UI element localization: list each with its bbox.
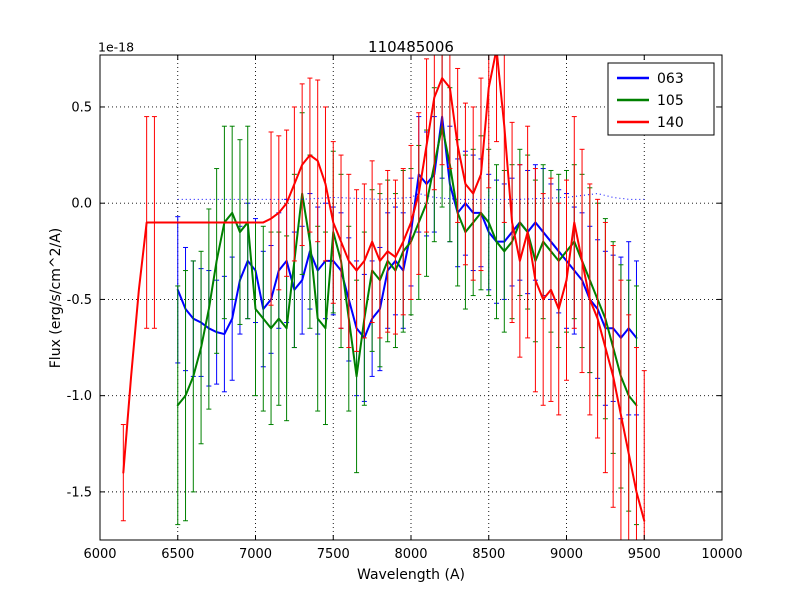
svg-text:6500: 6500 bbox=[161, 547, 194, 562]
tick-marks bbox=[99, 55, 723, 540]
legend-label-105: 105 bbox=[657, 93, 684, 109]
svg-text:8000: 8000 bbox=[394, 547, 427, 562]
series-line-140 bbox=[122, 55, 646, 522]
svg-text:-1.0: -1.0 bbox=[67, 389, 92, 404]
y-axis-label: Flux (erg/s/cm^2/A) bbox=[48, 227, 64, 369]
svg-text:8500: 8500 bbox=[472, 547, 505, 562]
svg-text:9000: 9000 bbox=[550, 547, 583, 562]
svg-text:10000: 10000 bbox=[701, 547, 742, 562]
legend-label-063: 063 bbox=[657, 71, 684, 87]
svg-text:7500: 7500 bbox=[317, 547, 350, 562]
x-axis-label: Wavelength (A) bbox=[356, 567, 466, 583]
baseline-dotted-line bbox=[177, 193, 645, 200]
data-series-group bbox=[120, 55, 647, 540]
y-tick-labels: 0.5 0.0 -0.5 -1.0 -1.5 bbox=[67, 100, 92, 500]
plot-title: 110485006 bbox=[368, 38, 454, 56]
svg-text:0.5: 0.5 bbox=[71, 100, 92, 115]
x-tick-labels: 6000 6500 7000 7500 8000 8500 9000 9500 10000 bbox=[83, 547, 742, 562]
legend-label-140: 140 bbox=[657, 115, 684, 131]
errorbars-140 bbox=[120, 55, 647, 540]
series-line-105 bbox=[176, 125, 638, 407]
svg-text:9500: 9500 bbox=[628, 547, 661, 562]
legend: 063 105 140 bbox=[607, 62, 715, 136]
svg-text:-1.5: -1.5 bbox=[67, 485, 92, 500]
svg-text:0.0: 0.0 bbox=[71, 197, 92, 212]
series-line-063 bbox=[176, 115, 638, 339]
svg-text:7000: 7000 bbox=[239, 547, 272, 562]
svg-text:6000: 6000 bbox=[83, 547, 116, 562]
y-axis-offset-label: 1e-18 bbox=[98, 39, 135, 55]
svg-text:-0.5: -0.5 bbox=[67, 293, 92, 308]
